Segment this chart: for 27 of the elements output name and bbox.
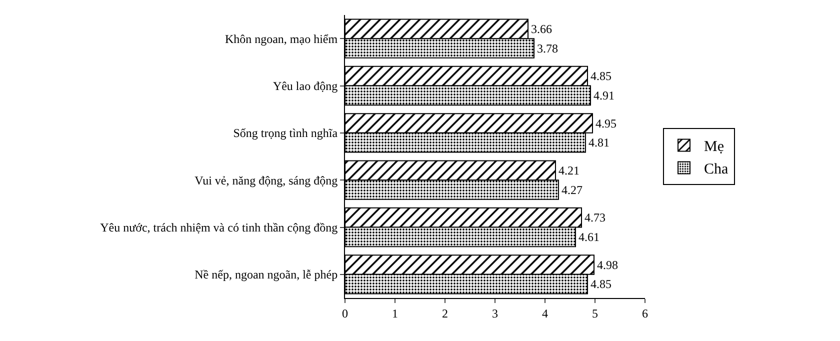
data-label: 4.81 (588, 136, 610, 150)
data-label: 4.21 (558, 163, 580, 178)
y-tick-label: Nề nếp, ngoan ngoãn, lễ phép (194, 268, 338, 282)
text: Mẹ (704, 139, 724, 156)
y-tick-label: Yêu nước, trách nhiệm và có tinh thần cộng đồng (100, 220, 338, 234)
data-label: 3.66 (531, 22, 552, 36)
data-label: 4.61 (578, 230, 600, 244)
text: Cha (704, 162, 729, 178)
x-tick-label: 2 (442, 306, 448, 320)
data-label: 4.85 (590, 277, 612, 292)
x-tick-label: 1 (392, 306, 398, 320)
data-label: 4.73 (584, 210, 606, 225)
y-tick-label: Khôn ngoan, mạo hiểm (224, 32, 338, 46)
x-tick-label: 0 (342, 306, 348, 320)
data-label: 4.91 (594, 88, 614, 102)
x-tick-label: 3 (492, 306, 498, 320)
x-tick-label: 6 (642, 306, 648, 320)
data-label: 3.78 (537, 41, 558, 56)
y-tick-label: Yêu lao động (272, 78, 338, 93)
y-tick-label: Sống trọng tình nghĩa (233, 126, 338, 140)
x-tick-label: 4 (542, 306, 548, 320)
data-label: 4.95 (596, 116, 616, 130)
x-tick-label: 5 (592, 306, 598, 320)
data-label: 4.85 (590, 69, 612, 84)
y-tick-label: Vui vẻ, năng động, sáng động (194, 173, 338, 188)
data-label: 4.27 (562, 182, 582, 197)
data-label: 4.98 (597, 258, 618, 272)
